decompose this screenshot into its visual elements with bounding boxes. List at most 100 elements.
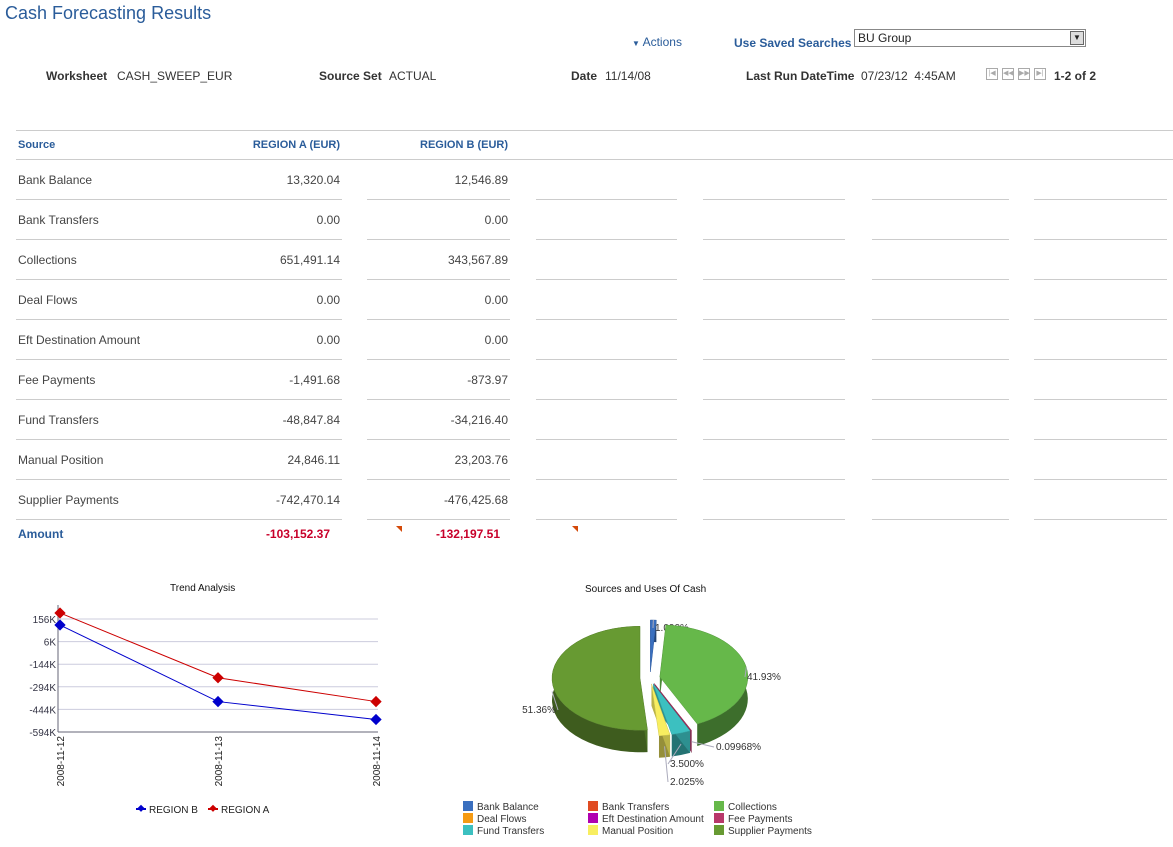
legend-item: Fee Payments <box>714 813 792 825</box>
row-label: Fee Payments <box>18 373 96 387</box>
data-point <box>54 619 66 631</box>
legend-label: REGION B <box>149 805 198 816</box>
legend-item: Bank Balance <box>463 801 539 813</box>
total-label: Amount <box>18 527 64 541</box>
legend-swatch <box>463 813 473 823</box>
first-page-icon[interactable]: |◀ <box>986 68 998 80</box>
y-tick-label: -444K <box>29 705 56 716</box>
saved-searches-select[interactable]: BU Group ▼ <box>854 29 1086 47</box>
pie-chart: 1.090%41.93%0.09968%3.500%2.025%51.36% <box>522 619 781 788</box>
data-point <box>212 672 224 684</box>
date-label: Date <box>571 69 598 83</box>
row-label: Bank Transfers <box>18 213 99 227</box>
slice-leader-line <box>691 741 715 748</box>
row-label: Deal Flows <box>18 293 78 307</box>
total-region-a: -103,152.37 <box>265 527 330 541</box>
pie-slice <box>659 624 749 746</box>
slice-leader-line <box>664 746 669 783</box>
last-run-label: Last Run DateTime <box>746 69 855 83</box>
cell-region-b: 0.00 <box>484 293 508 307</box>
legend-swatch <box>714 813 724 823</box>
y-tick-label: -144K <box>29 660 56 671</box>
worksheet-label: Worksheet <box>46 69 108 83</box>
last-page-icon[interactable]: ▶| <box>1034 68 1046 80</box>
cell-region-a: 651,491.14 <box>279 253 340 267</box>
legend-label: Eft Destination Amount <box>602 814 704 825</box>
legend-item: Bank Transfers <box>588 801 669 813</box>
cell-marker-icon <box>396 526 402 532</box>
legend-label: Collections <box>728 802 777 813</box>
cell-region-a: 24,846.11 <box>287 453 341 467</box>
cell-region-b: -873.97 <box>467 373 508 387</box>
legend-label: Bank Balance <box>477 802 539 813</box>
y-tick-label: 156K <box>33 615 57 626</box>
pie-slice <box>652 683 691 757</box>
data-point <box>54 607 66 619</box>
saved-searches-value: BU Group <box>858 31 912 45</box>
series-line <box>59 612 377 703</box>
legend-label: Fund Transfers <box>477 826 545 837</box>
row-label: Manual Position <box>18 453 104 467</box>
column-header-region-a[interactable]: REGION A (EUR) <box>252 139 340 151</box>
legend-label: REGION A <box>221 805 270 816</box>
row-label: Eft Destination Amount <box>18 333 141 347</box>
legend-swatch <box>714 825 724 835</box>
cell-region-b: 0.00 <box>484 213 508 227</box>
y-tick-label: 6K <box>44 638 57 649</box>
legend-swatch <box>588 801 598 811</box>
slice-leader-line <box>744 667 747 678</box>
x-tick-label: 2008-11-14 <box>372 736 383 787</box>
legend-swatch <box>588 825 598 835</box>
y-tick-label: -594K <box>29 728 56 739</box>
cell-region-a: 13,320.04 <box>286 173 340 187</box>
legend-swatch <box>463 825 473 835</box>
next-page-icon[interactable]: ▶▶ <box>1018 68 1030 80</box>
data-point <box>212 695 224 708</box>
legend-swatch <box>588 813 598 823</box>
actions-menu[interactable]: ▼ Actions <box>632 35 682 49</box>
cell-region-b: -34,216.40 <box>450 413 508 427</box>
cell-region-a: 0.00 <box>316 293 340 307</box>
legend-swatch <box>714 801 724 811</box>
previous-page-icon[interactable]: ◀◀ <box>1002 68 1014 80</box>
legend-label: Deal Flows <box>477 814 527 825</box>
slice-leader-line <box>551 691 559 711</box>
actions-label: Actions <box>642 35 682 49</box>
legend-item: Collections <box>714 801 777 813</box>
worksheet-value: CASH_SWEEP_EUR <box>117 69 233 83</box>
page-title: Cash Forecasting Results <box>5 3 212 23</box>
legend-swatch <box>463 801 473 811</box>
pie-slice <box>650 619 657 673</box>
date-value: 11/14/08 <box>605 69 651 83</box>
last-run-value: 07/23/12 4:45AM <box>861 69 956 83</box>
y-tick-label: -294K <box>29 683 56 694</box>
cell-marker-icon <box>572 526 578 532</box>
slice-label: 51.36% <box>522 705 556 716</box>
row-label: Fund Transfers <box>18 413 99 427</box>
dropdown-arrow-icon[interactable]: ▼ <box>1070 31 1084 45</box>
pie-slice <box>651 683 671 758</box>
legend-item: Manual Position <box>588 825 673 837</box>
pie-chart-title: Sources and Uses Of Cash <box>585 584 707 595</box>
slice-label: 41.93% <box>747 672 781 683</box>
slice-label: 2.025% <box>670 777 704 788</box>
slice-label: 0.09968% <box>716 742 761 753</box>
cell-region-b: 343,567.89 <box>447 253 508 267</box>
source-set-label: Source Set <box>319 69 382 83</box>
saved-searches-label: Use Saved Searches <box>734 36 852 50</box>
legend-item: Deal Flows <box>463 813 526 825</box>
legend-label: Supplier Payments <box>728 826 812 837</box>
data-point <box>370 695 382 708</box>
legend-label: Bank Transfers <box>602 802 670 813</box>
column-header-source[interactable]: Source <box>18 139 56 151</box>
pagination-text: 1-2 of 2 <box>1054 69 1097 83</box>
trend-chart-title: Trend Analysis <box>170 583 236 594</box>
x-tick-label: 2008-11-12 <box>56 736 67 787</box>
legend-item: Supplier Payments <box>714 825 812 837</box>
slice-label: 3.500% <box>670 759 704 770</box>
x-tick-label: 2008-11-13 <box>214 736 225 787</box>
legend-label: Fee Payments <box>728 814 793 825</box>
cell-region-a: 0.00 <box>316 213 340 227</box>
column-header-region-b[interactable]: REGION B (EUR) <box>420 139 508 151</box>
